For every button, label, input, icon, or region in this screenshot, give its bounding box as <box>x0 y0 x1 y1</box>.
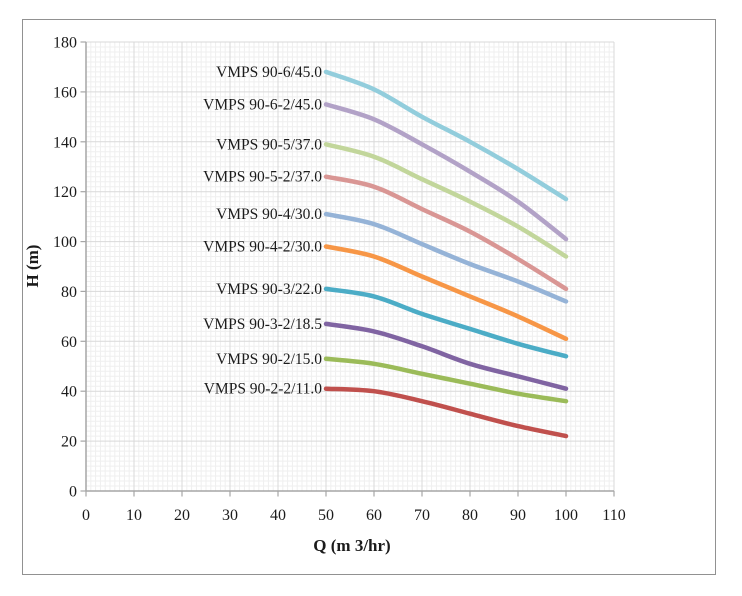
y-tick-label: 40 <box>61 384 77 401</box>
x-tick-label: 80 <box>462 507 478 524</box>
major-gridlines <box>86 41 615 491</box>
y-axis-title: H (m) <box>23 245 42 288</box>
series-curve <box>323 174 569 292</box>
x-tick-label: 100 <box>554 507 578 524</box>
y-tick-label: 0 <box>69 484 77 501</box>
series-curve <box>323 244 569 342</box>
x-tick-label: 20 <box>174 507 190 524</box>
x-axis-title: Q (m 3/hr) <box>313 536 390 555</box>
x-tick-label: 60 <box>366 507 382 524</box>
series-curve <box>323 211 569 304</box>
series-curve <box>323 356 569 404</box>
x-tick-label: 50 <box>318 507 334 524</box>
series-curve <box>323 102 569 242</box>
series-curve <box>323 286 569 359</box>
series-label: VMPS 90-6-2/45.0 <box>203 96 322 113</box>
pump-curves <box>323 69 569 439</box>
x-tick-label: 70 <box>414 507 430 524</box>
series-label: VMPS 90-3-2/18.5 <box>203 316 322 333</box>
y-tick-label: 60 <box>61 334 77 351</box>
y-tick-label: 100 <box>53 234 77 251</box>
y-tick-label: 180 <box>53 35 77 52</box>
x-tick-label: 10 <box>126 507 142 524</box>
x-tick-label: 40 <box>270 507 286 524</box>
series-curve <box>323 386 569 439</box>
series-label: VMPS 90-2/15.0 <box>216 351 322 368</box>
x-tick-label: 30 <box>222 507 238 524</box>
y-tick-label: 20 <box>61 434 77 451</box>
series-label: VMPS 90-4/30.0 <box>216 206 322 223</box>
series-label: VMPS 90-3/22.0 <box>216 281 322 298</box>
y-tick-label: 160 <box>53 84 77 101</box>
y-tick-label: 120 <box>53 184 77 201</box>
minor-gridlines <box>86 42 614 491</box>
series-curve <box>323 69 569 202</box>
series-curve <box>323 142 569 259</box>
x-tick-label: 90 <box>510 507 526 524</box>
x-tick-label: 110 <box>602 507 625 524</box>
series-label: VMPS 90-4-2/30.0 <box>203 239 322 256</box>
y-tick-label: 140 <box>53 134 77 151</box>
series-label: VMPS 90-5-2/37.0 <box>203 169 322 186</box>
y-tick-label: 80 <box>61 284 77 301</box>
x-tick-label: 0 <box>82 507 90 524</box>
series-curve <box>323 321 569 391</box>
text-labels: 180 160 140 120 100 80 60 40 20 00 10 20 30 40 50 60 70 8… <box>53 35 626 525</box>
series-label: VMPS 90-5/37.0 <box>216 136 322 153</box>
axis-lines <box>80 41 615 497</box>
series-label: VMPS 90-2-2/11.0 <box>204 381 323 398</box>
series-label: VMPS 90-6/45.0 <box>216 64 322 81</box>
